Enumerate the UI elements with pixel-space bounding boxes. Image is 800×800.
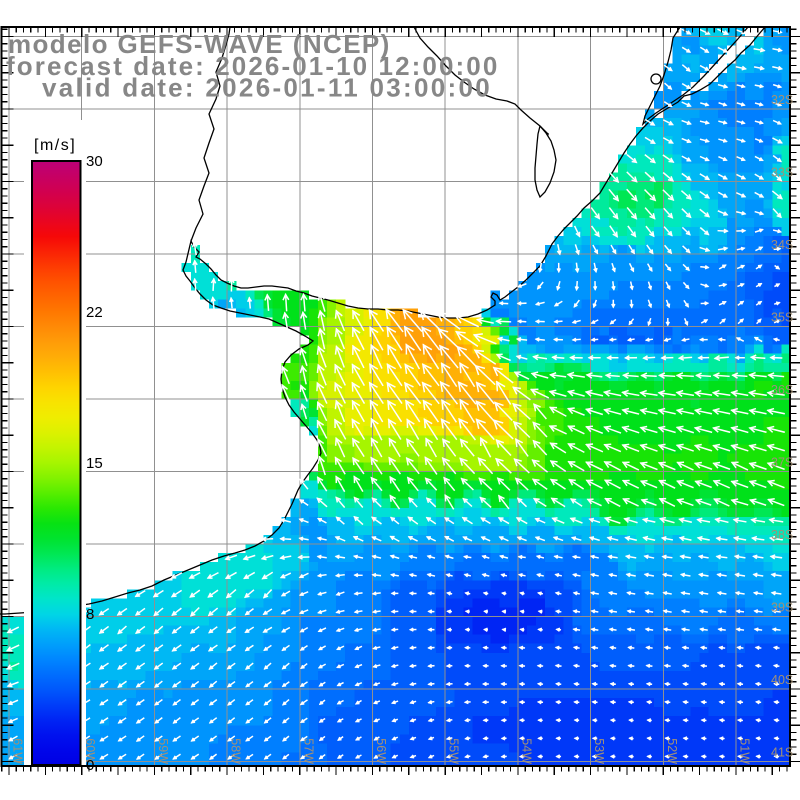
svg-text:valid date: 2026-01-11 03:00:0: valid date: 2026-01-11 03:00:00 xyxy=(42,73,492,103)
svg-text:52W: 52W xyxy=(665,738,679,764)
svg-text:59W: 59W xyxy=(156,738,170,764)
svg-text:61W: 61W xyxy=(11,738,25,764)
svg-text:34S: 34S xyxy=(771,238,793,252)
svg-text:30: 30 xyxy=(86,153,103,170)
svg-text:54W: 54W xyxy=(519,738,533,764)
svg-text:36S: 36S xyxy=(771,383,793,397)
svg-text:40S: 40S xyxy=(771,673,793,687)
svg-text:15: 15 xyxy=(86,455,103,472)
svg-text:8: 8 xyxy=(86,606,94,623)
svg-text:0: 0 xyxy=(86,757,94,774)
svg-text:56W: 56W xyxy=(374,738,388,764)
svg-text:57W: 57W xyxy=(301,738,315,764)
svg-text:41S: 41S xyxy=(771,746,793,760)
svg-text:55W: 55W xyxy=(447,738,461,764)
svg-text:33S: 33S xyxy=(771,166,793,180)
svg-text:53W: 53W xyxy=(592,738,606,764)
svg-text:37S: 37S xyxy=(771,456,793,470)
svg-text:forecast date: 2026-01-10 12:0: forecast date: 2026-01-10 12:00:00 xyxy=(6,51,499,81)
svg-text:[m/s]: [m/s] xyxy=(34,137,76,154)
svg-text:38S: 38S xyxy=(771,528,793,542)
svg-text:60W: 60W xyxy=(83,738,97,764)
svg-text:39S: 39S xyxy=(771,601,793,615)
svg-text:modelo GEFS-WAVE (NCEP): modelo GEFS-WAVE (NCEP) xyxy=(8,29,391,59)
svg-text:22: 22 xyxy=(86,304,103,321)
svg-text:51W: 51W xyxy=(738,738,752,764)
svg-text:35S: 35S xyxy=(771,311,793,325)
svg-text:58W: 58W xyxy=(229,738,243,764)
svg-text:32S: 32S xyxy=(771,93,793,107)
